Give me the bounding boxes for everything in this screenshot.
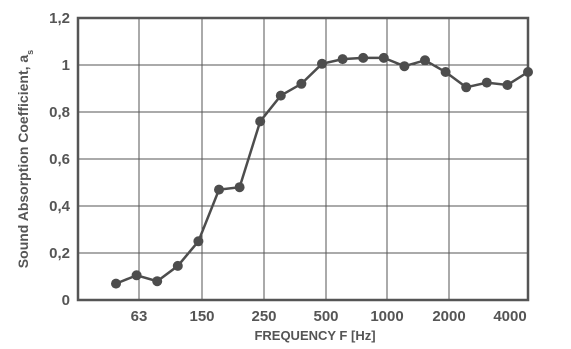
data-point xyxy=(317,58,327,69)
data-point xyxy=(337,54,348,65)
data-point xyxy=(234,182,245,193)
data-point xyxy=(152,276,163,287)
x-tick-label: 63 xyxy=(131,308,148,325)
x-tick-label: 4000 xyxy=(493,308,526,325)
data-point xyxy=(131,270,142,281)
y-tick-label: 0,4 xyxy=(49,198,71,215)
x-tick-labels: 63 150 250 500 1000 2000 4000 xyxy=(131,308,527,325)
x-axis-title: FREQUENCY F [Hz] xyxy=(254,328,375,343)
y-axis-title-subscript: s xyxy=(25,50,35,55)
x-tick-label: 250 xyxy=(251,308,276,325)
y-tick-labels: 0 0,2 0,4 0,6 0,8 1 1,2 xyxy=(49,10,71,309)
data-point xyxy=(481,77,492,88)
data-point xyxy=(420,55,430,66)
y-axis-title-main: Sound Absorption Coefficient, a xyxy=(15,55,31,269)
data-point xyxy=(296,78,307,89)
data-point xyxy=(502,80,513,90)
data-point xyxy=(275,90,286,101)
data-points xyxy=(111,52,533,289)
data-point xyxy=(440,67,451,77)
plot-frame xyxy=(76,16,530,302)
data-point xyxy=(378,52,389,63)
x-tick-label: 2000 xyxy=(432,308,465,325)
y-tick-label: 1,2 xyxy=(49,10,70,27)
data-point xyxy=(193,236,204,247)
data-point xyxy=(214,184,224,195)
data-point xyxy=(399,61,410,72)
y-axis-title: Sound Absorption Coefficient, as xyxy=(15,50,35,268)
x-tick-label: 150 xyxy=(189,308,214,325)
data-point xyxy=(523,67,533,77)
y-tick-label: 0,8 xyxy=(49,104,70,121)
data-point xyxy=(358,52,369,63)
grid-lines xyxy=(78,18,528,300)
x-tick-label: 500 xyxy=(313,308,338,325)
data-point xyxy=(111,278,121,289)
y-tick-label: 0 xyxy=(62,292,70,309)
y-tick-label: 1 xyxy=(62,57,70,74)
x-tick-label: 1000 xyxy=(370,308,403,325)
data-point xyxy=(461,82,472,93)
y-tick-label: 0,6 xyxy=(49,151,70,168)
y-tick-label: 0,2 xyxy=(49,245,70,262)
data-point xyxy=(255,116,266,127)
data-point xyxy=(172,260,183,271)
